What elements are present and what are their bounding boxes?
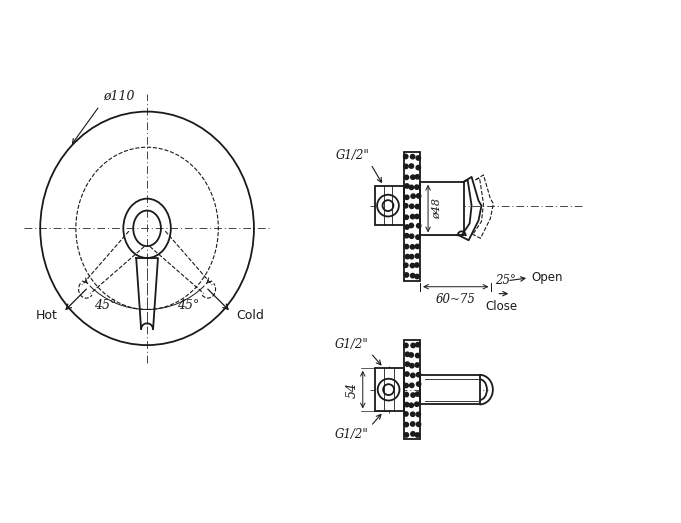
Circle shape [415, 275, 419, 279]
Circle shape [411, 274, 415, 278]
Bar [405, 340, 420, 439]
Circle shape [415, 392, 419, 396]
Circle shape [404, 423, 409, 427]
Circle shape [404, 263, 408, 267]
Circle shape [409, 403, 413, 407]
Bar [405, 152, 420, 281]
Circle shape [405, 195, 409, 199]
Circle shape [410, 264, 415, 268]
Circle shape [416, 422, 421, 426]
Circle shape [404, 164, 408, 168]
Text: 45°: 45° [178, 299, 200, 312]
Circle shape [411, 194, 415, 198]
Circle shape [411, 175, 415, 179]
Circle shape [411, 214, 415, 219]
Circle shape [415, 263, 419, 267]
Circle shape [410, 363, 414, 368]
Text: 54: 54 [346, 382, 359, 397]
Circle shape [411, 412, 415, 416]
Circle shape [416, 372, 421, 377]
Circle shape [409, 234, 414, 238]
Circle shape [415, 204, 419, 209]
Circle shape [409, 204, 414, 209]
Circle shape [404, 343, 408, 348]
Circle shape [405, 362, 409, 366]
Circle shape [415, 244, 419, 248]
Text: Hot: Hot [35, 309, 57, 322]
Circle shape [417, 382, 421, 386]
Text: ø48: ø48 [432, 198, 442, 219]
Circle shape [404, 154, 408, 158]
Circle shape [415, 433, 419, 437]
Bar [420, 182, 464, 235]
Bar [375, 368, 405, 412]
Text: Open: Open [531, 271, 563, 285]
Circle shape [411, 343, 415, 348]
Circle shape [411, 431, 415, 436]
Circle shape [415, 343, 420, 347]
Text: 25°: 25° [495, 274, 516, 287]
Text: G1/2": G1/2" [335, 428, 368, 441]
Text: 60~75: 60~75 [436, 293, 476, 305]
Text: Close: Close [485, 300, 518, 313]
Circle shape [411, 154, 415, 159]
Circle shape [409, 223, 413, 228]
Text: 45°: 45° [95, 299, 116, 312]
Circle shape [404, 383, 409, 388]
Text: Cold: Cold [236, 309, 264, 322]
Text: G1/2": G1/2" [336, 149, 370, 162]
Bar [420, 375, 479, 404]
Circle shape [416, 412, 420, 416]
Circle shape [405, 175, 409, 179]
Circle shape [405, 402, 409, 407]
Circle shape [411, 373, 415, 378]
Circle shape [417, 194, 421, 198]
Circle shape [409, 353, 413, 357]
Circle shape [410, 245, 415, 249]
Circle shape [415, 185, 419, 189]
Circle shape [415, 175, 419, 179]
Circle shape [410, 383, 414, 388]
Circle shape [417, 224, 421, 228]
Circle shape [404, 203, 408, 208]
Circle shape [405, 433, 409, 437]
Text: G1/2": G1/2" [335, 338, 368, 351]
Circle shape [404, 215, 409, 220]
Circle shape [405, 352, 409, 357]
Circle shape [405, 234, 409, 238]
Circle shape [405, 225, 409, 229]
Circle shape [405, 244, 409, 249]
Circle shape [409, 164, 413, 168]
Circle shape [411, 422, 415, 426]
Bar [375, 186, 405, 225]
Circle shape [416, 156, 420, 160]
Circle shape [405, 255, 409, 259]
Circle shape [415, 214, 419, 219]
Circle shape [416, 165, 420, 170]
Circle shape [404, 392, 409, 397]
Circle shape [415, 402, 419, 406]
Circle shape [404, 412, 408, 416]
Circle shape [411, 393, 415, 397]
Circle shape [405, 372, 409, 376]
Circle shape [415, 354, 419, 358]
Circle shape [405, 273, 409, 277]
Circle shape [409, 255, 414, 259]
Circle shape [405, 184, 409, 188]
Circle shape [416, 235, 420, 240]
Circle shape [415, 363, 419, 367]
Circle shape [409, 185, 413, 189]
Text: ø110: ø110 [104, 89, 135, 103]
Circle shape [415, 254, 419, 258]
